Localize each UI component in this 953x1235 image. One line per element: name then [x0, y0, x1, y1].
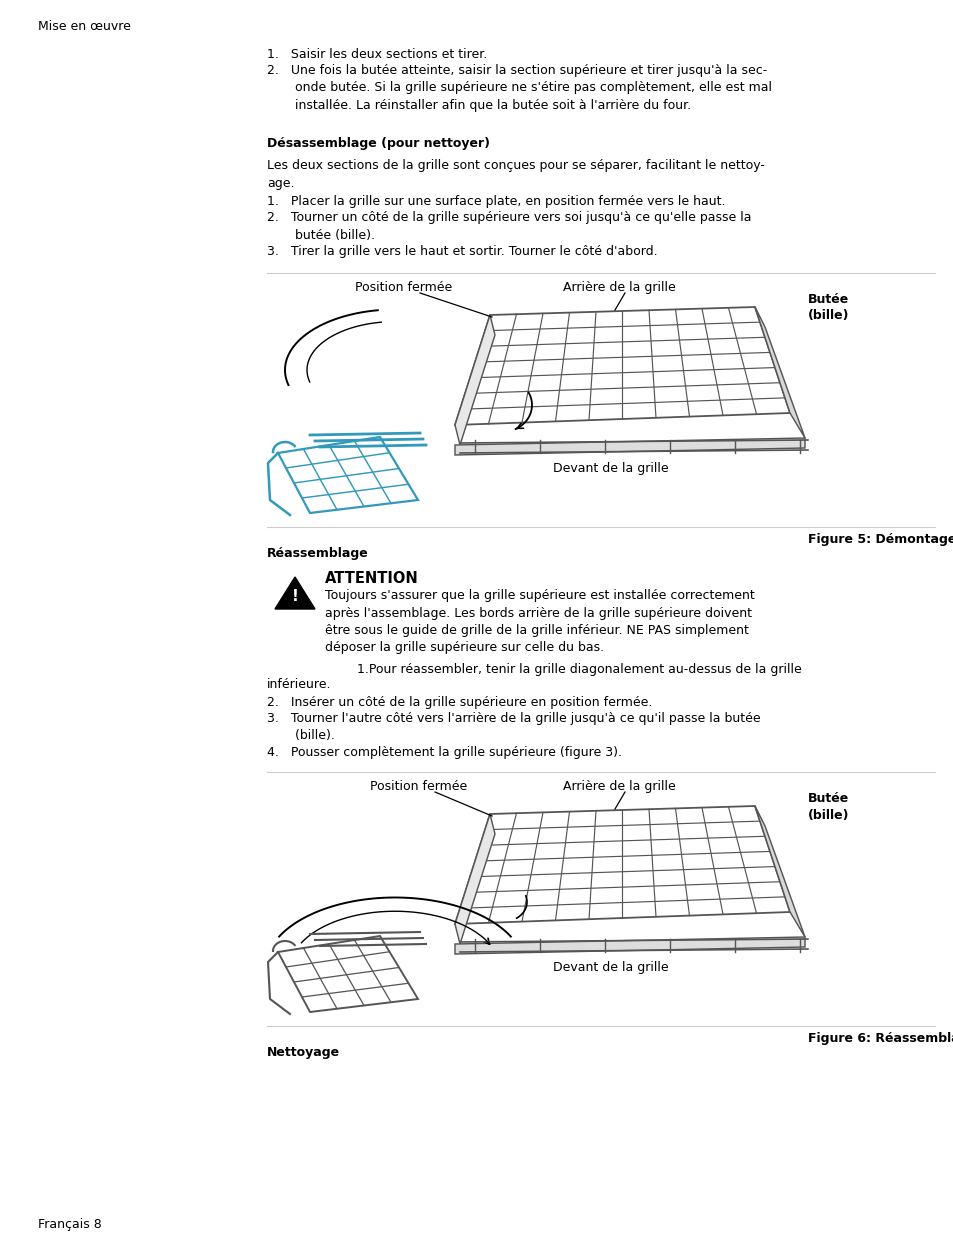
Text: Français 8: Français 8: [38, 1218, 102, 1231]
Text: Réassemblage: Réassemblage: [267, 547, 369, 559]
Text: Butée
(bille): Butée (bille): [807, 792, 848, 821]
Text: 2.   Insérer un côté de la grille supérieure en position fermée.: 2. Insérer un côté de la grille supérieu…: [267, 697, 652, 709]
Text: Devant de la grille: Devant de la grille: [553, 462, 668, 475]
Text: Devant de la grille: Devant de la grille: [553, 961, 668, 974]
Text: Arrière de la grille: Arrière de la grille: [562, 282, 675, 294]
Text: 3.   Tirer la grille vers le haut et sortir. Tourner le côté d'abord.: 3. Tirer la grille vers le haut et sorti…: [267, 245, 657, 258]
Text: 1.Pour réassembler, tenir la grille diagonalement au-dessus de la grille: 1.Pour réassembler, tenir la grille diag…: [325, 663, 801, 676]
Polygon shape: [754, 308, 804, 438]
Text: Figure 5: Démontage: Figure 5: Démontage: [807, 534, 953, 546]
Text: Butée
(bille): Butée (bille): [807, 293, 848, 322]
Text: Désassemblage (pour nettoyer): Désassemblage (pour nettoyer): [267, 137, 490, 149]
Polygon shape: [455, 814, 495, 944]
Text: !: !: [292, 589, 298, 604]
Text: Position fermée: Position fermée: [355, 282, 452, 294]
Text: 1.   Placer la grille sur une surface plate, en position fermée vers le haut.: 1. Placer la grille sur une surface plat…: [267, 195, 724, 207]
Text: Toujours s'assurer que la grille supérieure est installée correctement
après l'a: Toujours s'assurer que la grille supérie…: [325, 589, 754, 655]
Text: Les deux sections de la grille sont conçues pour se séparer, facilitant le netto: Les deux sections de la grille sont conç…: [267, 159, 764, 189]
Text: 2.   Tourner un côté de la grille supérieure vers soi jusqu'à ce qu'elle passe l: 2. Tourner un côté de la grille supérieu…: [267, 211, 751, 242]
Text: 1.   Saisir les deux sections et tirer.: 1. Saisir les deux sections et tirer.: [267, 48, 487, 61]
Polygon shape: [455, 937, 804, 953]
Text: Figure 6: Réassemblage: Figure 6: Réassemblage: [807, 1032, 953, 1045]
Text: inférieure.: inférieure.: [267, 678, 331, 692]
Text: Arrière de la grille: Arrière de la grille: [562, 781, 675, 793]
Text: 3.   Tourner l'autre côté vers l'arrière de la grille jusqu'à ce qu'il passe la : 3. Tourner l'autre côté vers l'arrière d…: [267, 713, 760, 742]
Polygon shape: [274, 577, 314, 609]
Text: ATTENTION: ATTENTION: [325, 571, 418, 585]
Text: 2.   Une fois la butée atteinte, saisir la section supérieure et tirer jusqu'à l: 2. Une fois la butée atteinte, saisir la…: [267, 64, 771, 112]
Text: Nettoyage: Nettoyage: [267, 1046, 340, 1058]
Polygon shape: [455, 315, 495, 445]
Text: 4.   Pousser complètement la grille supérieure (figure 3).: 4. Pousser complètement la grille supéri…: [267, 746, 621, 760]
Polygon shape: [754, 806, 804, 937]
Polygon shape: [455, 438, 804, 454]
Text: Mise en œuvre: Mise en œuvre: [38, 20, 131, 33]
Text: Position fermée: Position fermée: [370, 781, 467, 793]
